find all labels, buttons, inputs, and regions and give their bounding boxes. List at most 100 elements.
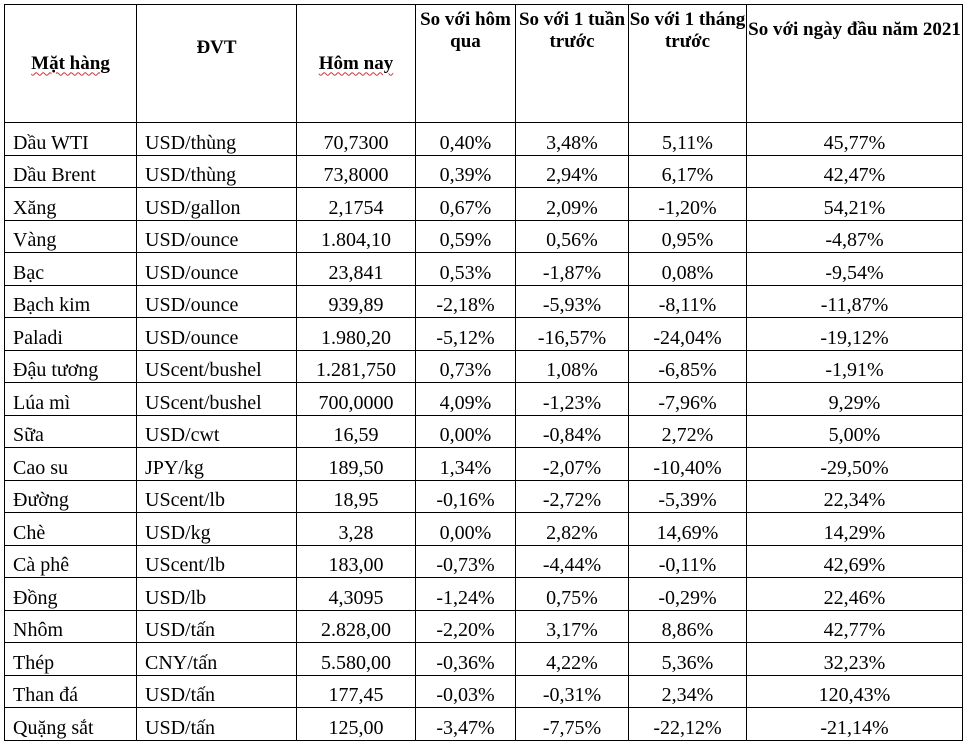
cell-vs-month: 6,17% (628, 154, 747, 188)
cell-today: 23,841 (296, 252, 416, 286)
cell-vs-month: -0,11% (628, 544, 747, 578)
cell-item: Xăng (4, 187, 137, 221)
cell-vs-year-start: 42,69% (746, 544, 963, 578)
cell-unit: JPY/kg (136, 447, 297, 481)
cell-unit: USD/ounce (136, 252, 297, 286)
cell-vs-week: -2,07% (515, 447, 629, 481)
table-row: Than đá USD/tấn 177,45 -0,03% -0,31% 2,34% 120… (4, 674, 963, 708)
cell-vs-yesterday: -0,16% (415, 479, 516, 513)
cell-vs-month: -24,04% (628, 317, 747, 351)
cell-item: Cà phê (4, 544, 137, 578)
table-row: Thép CNY/tấn 5.580,00 -0,36% 4,22% 5,36% 32,23… (4, 642, 963, 676)
cell-vs-month: -6,85% (628, 349, 747, 383)
cell-today: 939,89 (296, 284, 416, 318)
cell-unit: CNY/tấn (136, 642, 297, 676)
table-header: Mặt hàng ĐVT Hôm nay So với hôm qua So v… (4, 4, 963, 123)
cell-vs-yesterday: 4,09% (415, 382, 516, 416)
cell-vs-year-start: 42,77% (746, 609, 963, 643)
cell-vs-month: -1,20% (628, 187, 747, 221)
cell-item: Vàng (4, 219, 137, 253)
table-row: Bạch kim USD/ounce 939,89 -2,18% -5,93% -8,11… (4, 284, 963, 318)
cell-vs-month: -10,40% (628, 447, 747, 481)
cell-unit: USD/thùng (136, 122, 297, 156)
cell-vs-week: -7,75% (515, 707, 629, 741)
cell-vs-week: -1,23% (515, 382, 629, 416)
header-vs-year-start: So với ngày đầu năm 2021 (746, 4, 963, 123)
cell-vs-year-start: 45,77% (746, 122, 963, 156)
table-row: Sữa USD/cwt 16,59 0,00% -0,84% 2,72% 5,00% (4, 414, 963, 448)
cell-vs-yesterday: -3,47% (415, 707, 516, 741)
cell-unit: UScent/bushel (136, 349, 297, 383)
cell-item: Nhôm (4, 609, 137, 643)
table-row: Đồng USD/lb 4,3095 -1,24% 0,75% -0,29% 22,46% (4, 577, 963, 611)
cell-item: Sữa (4, 414, 137, 448)
cell-vs-yesterday: 0,40% (415, 122, 516, 156)
cell-vs-year-start: 5,00% (746, 414, 963, 448)
cell-vs-month: -22,12% (628, 707, 747, 741)
table-row: Vàng USD/ounce 1.804,10 0,59% 0,56% 0,95% -4,8… (4, 219, 963, 253)
cell-vs-yesterday: 0,00% (415, 512, 516, 546)
cell-vs-month: 5,11% (628, 122, 747, 156)
cell-vs-year-start: 22,46% (746, 577, 963, 611)
cell-vs-yesterday: 1,34% (415, 447, 516, 481)
cell-vs-year-start: 22,34% (746, 479, 963, 513)
cell-item: Bạc (4, 252, 137, 286)
cell-vs-year-start: -19,12% (746, 317, 963, 351)
cell-vs-month: -8,11% (628, 284, 747, 318)
cell-item: Than đá (4, 674, 137, 708)
cell-unit: UScent/lb (136, 479, 297, 513)
cell-vs-year-start: -11,87% (746, 284, 963, 318)
cell-item: Cao su (4, 447, 137, 481)
cell-vs-year-start: -29,50% (746, 447, 963, 481)
cell-vs-yesterday: -0,03% (415, 674, 516, 708)
cell-unit: USD/cwt (136, 414, 297, 448)
cell-today: 189,50 (296, 447, 416, 481)
cell-unit: USD/kg (136, 512, 297, 546)
cell-unit: USD/thùng (136, 154, 297, 188)
cell-today: 1.980,20 (296, 317, 416, 351)
table-row: Chè USD/kg 3,28 0,00% 2,82% 14,69% 14,29% (4, 512, 963, 546)
cell-item: Quặng sắt (4, 707, 137, 741)
cell-unit: USD/ounce (136, 317, 297, 351)
cell-vs-week: 3,48% (515, 122, 629, 156)
cell-item: Chè (4, 512, 137, 546)
table-row: Nhôm USD/tấn 2.828,00 -2,20% 3,17% 8,86% 42,77… (4, 609, 963, 643)
cell-vs-yesterday: -0,36% (415, 642, 516, 676)
cell-vs-week: 2,94% (515, 154, 629, 188)
cell-today: 125,00 (296, 707, 416, 741)
cell-item: Dầu WTI (4, 122, 137, 156)
cell-vs-month: -5,39% (628, 479, 747, 513)
cell-today: 700,0000 (296, 382, 416, 416)
header-vs-week: So với 1 tuần trước (515, 4, 629, 123)
table-row: Paladi USD/ounce 1.980,20 -5,12% -16,57% -24,… (4, 317, 963, 351)
table-row: Dầu WTI USD/thùng 70,7300 0,40% 3,48% 5,11% 45… (4, 122, 963, 156)
cell-vs-month: 0,95% (628, 219, 747, 253)
cell-unit: USD/tấn (136, 674, 297, 708)
table-row: Đậu tương UScent/bushel 1.281,750 0,73% 1,08… (4, 349, 963, 383)
cell-unit: UScent/bushel (136, 382, 297, 416)
cell-vs-week: 0,75% (515, 577, 629, 611)
cell-today: 1.281,750 (296, 349, 416, 383)
cell-unit: USD/lb (136, 577, 297, 611)
cell-item: Paladi (4, 317, 137, 351)
cell-vs-year-start: 42,47% (746, 154, 963, 188)
header-vs-month: So với 1 tháng trước (628, 4, 747, 123)
cell-item: Lúa mì (4, 382, 137, 416)
cell-today: 3,28 (296, 512, 416, 546)
cell-vs-month: 0,08% (628, 252, 747, 286)
table-row: Cao su JPY/kg 189,50 1,34% -2,07% -10,40% -29,… (4, 447, 963, 481)
table-row: Xăng USD/gallon 2,1754 0,67% 2,09% -1,20% 54,2… (4, 187, 963, 221)
cell-vs-month: -0,29% (628, 577, 747, 611)
table-row: Đường UScent/lb 18,95 -0,16% -2,72% -5,39% 22,… (4, 479, 963, 513)
cell-vs-year-start: -1,91% (746, 349, 963, 383)
cell-vs-week: -16,57% (515, 317, 629, 351)
cell-item: Đồng (4, 577, 137, 611)
cell-unit: UScent/lb (136, 544, 297, 578)
cell-vs-month: 2,34% (628, 674, 747, 708)
cell-vs-year-start: -4,87% (746, 219, 963, 253)
header-unit: ĐVT (136, 4, 297, 123)
cell-item: Dầu Brent (4, 154, 137, 188)
commodity-price-table: Mặt hàng ĐVT Hôm nay So với hôm qua So v… (4, 4, 963, 741)
cell-item: Đậu tương (4, 349, 137, 383)
cell-vs-year-start: 54,21% (746, 187, 963, 221)
